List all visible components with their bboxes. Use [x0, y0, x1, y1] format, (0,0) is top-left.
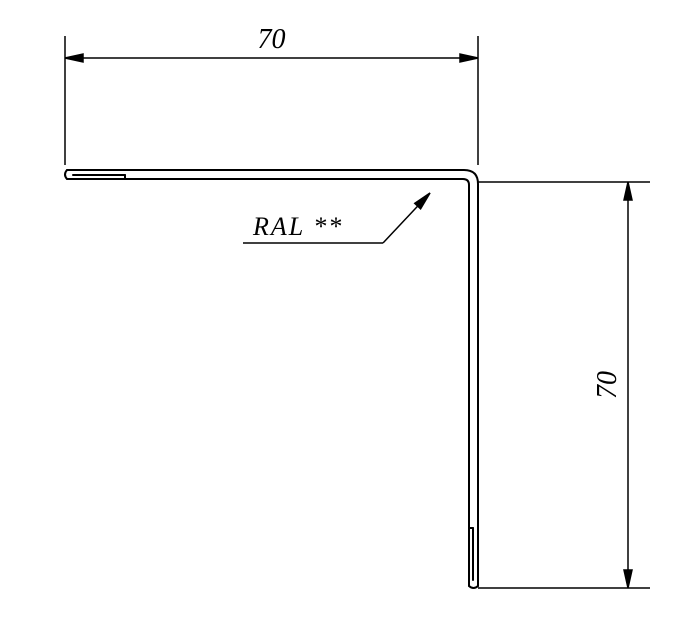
dimension-horizontal-value: 70 — [258, 24, 286, 55]
dimension-horizontal: 70 — [65, 24, 478, 165]
dimension-vertical-value: 70 — [592, 371, 623, 399]
surface-note-text: RAL ** — [252, 212, 343, 241]
surface-note: RAL ** — [243, 193, 430, 243]
dimension-vertical: 70 — [478, 182, 650, 588]
